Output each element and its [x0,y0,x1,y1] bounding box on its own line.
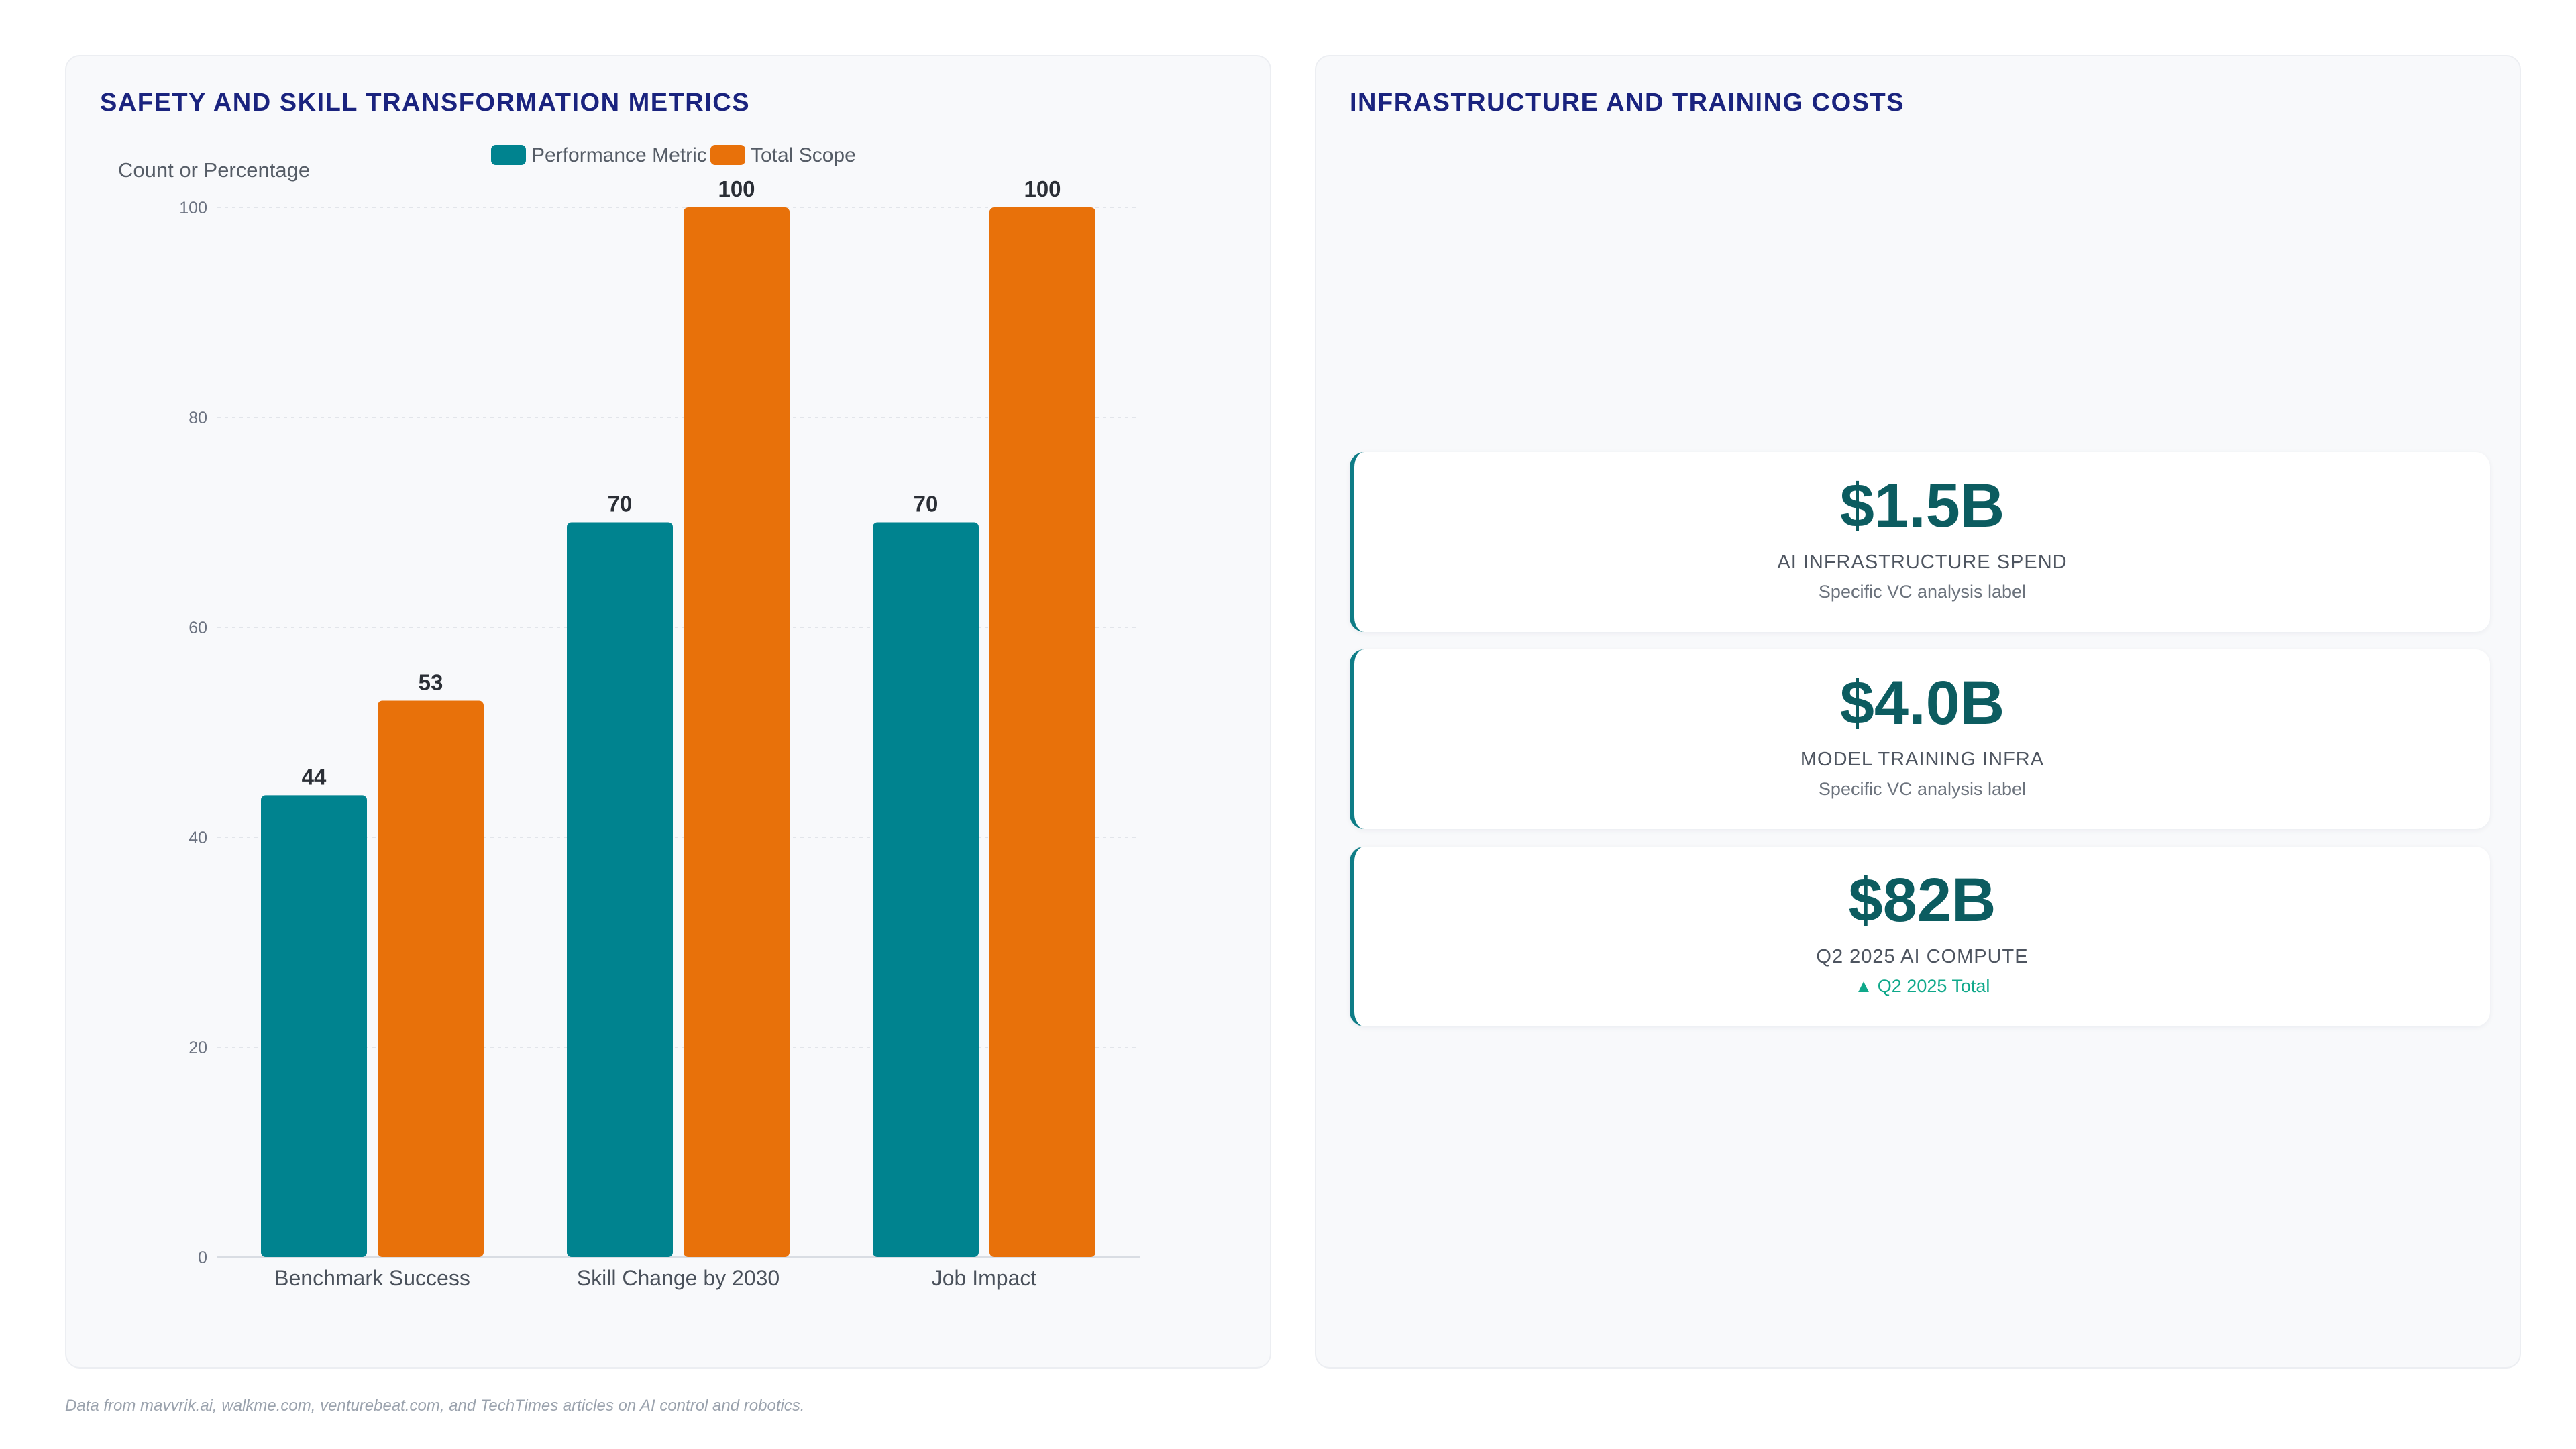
data-label: 70 [608,492,633,517]
kpi-card-ai-compute: $82B Q2 2025 AI COMPUTE ▲ Q2 2025 Total [1350,847,2490,1026]
bar-performance-metric [567,522,673,1257]
bar-total-scope [989,207,1095,1257]
bar-chart: 0 20 40 60 80 100 Count or Percentage 44 53 Bench… [118,144,1140,1290]
data-label: 70 [914,492,938,517]
kpi-list: $1.5B AI INFRASTRUCTURE SPEND Specific V… [1350,452,2490,1044]
kpi-label: AI INFRASTRUCTURE SPEND [1777,551,2068,573]
kpi-sublabel: Specific VC analysis label [1818,582,2027,602]
y-tick-label: 20 [189,1038,207,1057]
chart-panel: SAFETY AND SKILL TRANSFORMATION METRICS … [65,55,1271,1368]
kpi-trend-indicator: ▲ Q2 2025 Total [1854,976,1990,996]
kpi-sublabel: Specific VC analysis label [1818,779,2027,799]
bar-total-scope [378,700,484,1257]
source-footnote: Data from mavvrik.ai, walkme.com, ventur… [65,1397,805,1415]
x-tick-label: Benchmark Success [274,1266,470,1290]
y-tick-label: 40 [189,828,207,847]
y-axis-title: Count or Percentage [118,158,310,182]
legend-swatch [491,145,526,165]
kpi-value: $82B [1848,866,1996,934]
legend-swatch [710,145,745,165]
kpi-card-training-infra: $4.0B MODEL TRAINING INFRA Specific VC a… [1350,649,2490,829]
data-label: 100 [1024,176,1061,201]
y-tick-label: 100 [179,199,207,217]
x-tick-label: Job Impact [932,1266,1037,1290]
y-tick-label: 60 [189,619,207,637]
data-label: 53 [419,670,443,695]
x-tick-label: Skill Change by 2030 [577,1266,780,1290]
kpi-panel: INFRASTRUCTURE AND TRAINING COSTS $1.5B … [1315,55,2521,1368]
kpi-value: $1.5B [1839,472,2005,540]
data-label: 44 [302,764,327,789]
kpi-value: $4.0B [1839,669,2005,737]
legend-label: Total Scope [751,144,856,166]
bar-total-scope [684,207,790,1257]
bar-performance-metric [261,795,367,1257]
data-label: 100 [718,176,755,201]
kpi-panel-title: INFRASTRUCTURE AND TRAINING COSTS [1350,89,1905,117]
bar-performance-metric [873,522,979,1257]
kpi-label: Q2 2025 AI COMPUTE [1816,946,2029,967]
y-tick-label: 0 [198,1248,207,1267]
kpi-card-infrastructure-spend: $1.5B AI INFRASTRUCTURE SPEND Specific V… [1350,452,2490,632]
y-tick-label: 80 [189,409,207,427]
chart-panel-title: SAFETY AND SKILL TRANSFORMATION METRICS [100,89,751,117]
kpi-label: MODEL TRAINING INFRA [1800,749,2045,770]
legend-label: Performance Metric [531,144,707,166]
